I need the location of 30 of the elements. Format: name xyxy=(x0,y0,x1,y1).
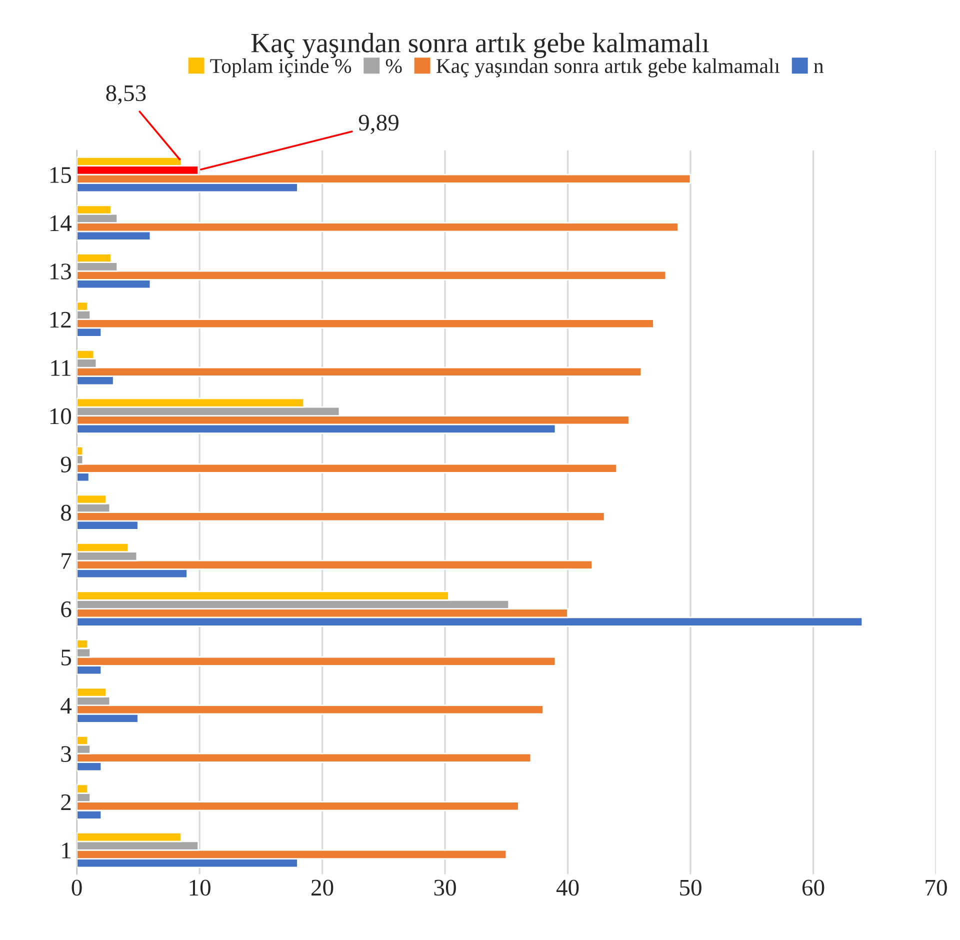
legend-label: Toplam içinde % xyxy=(210,58,352,78)
x-tick-label: 10 xyxy=(190,880,210,896)
y-tick-label: 5 xyxy=(62,650,72,666)
x-tick-label: 60 xyxy=(802,880,824,896)
x-tick-label: 20 xyxy=(312,880,334,896)
x-tick-label: 70 xyxy=(926,880,947,896)
x-tick-label: 30 xyxy=(434,880,456,896)
x-tick-label: 40 xyxy=(556,880,579,896)
x-tick-label: 0 xyxy=(72,880,82,896)
legend-label: n xyxy=(814,63,824,73)
y-tick-label: 9 xyxy=(60,456,71,472)
y-tick-label: 1 xyxy=(62,842,71,858)
legend-label: Kaç yaşından sonra artık gebe kalmamalı xyxy=(436,58,780,78)
y-tick-label: 6 xyxy=(61,601,72,618)
legend-label: % xyxy=(386,59,402,74)
y-tick-label: 8 xyxy=(61,504,72,521)
y-tick-label: 2 xyxy=(61,794,71,810)
y-tick-label: 15 xyxy=(50,167,72,183)
y-tick-label: 12 xyxy=(50,312,71,328)
x-tick-label: 50 xyxy=(680,880,702,896)
data-label: 9,89 xyxy=(358,114,398,134)
y-tick-label: 7 xyxy=(62,553,72,569)
y-tick-label: 3 xyxy=(61,746,72,762)
chart-title: Kaç yaşından sonra artık gebe kalmamalı xyxy=(251,32,709,58)
y-tick-label: 14 xyxy=(50,215,72,231)
y-tick-label: 4 xyxy=(60,698,72,714)
data-label: 8,53 xyxy=(106,85,146,105)
y-tick-label: 10 xyxy=(50,408,72,424)
y-tick-label: 13 xyxy=(50,264,72,280)
y-tick-label: 11 xyxy=(51,360,71,376)
